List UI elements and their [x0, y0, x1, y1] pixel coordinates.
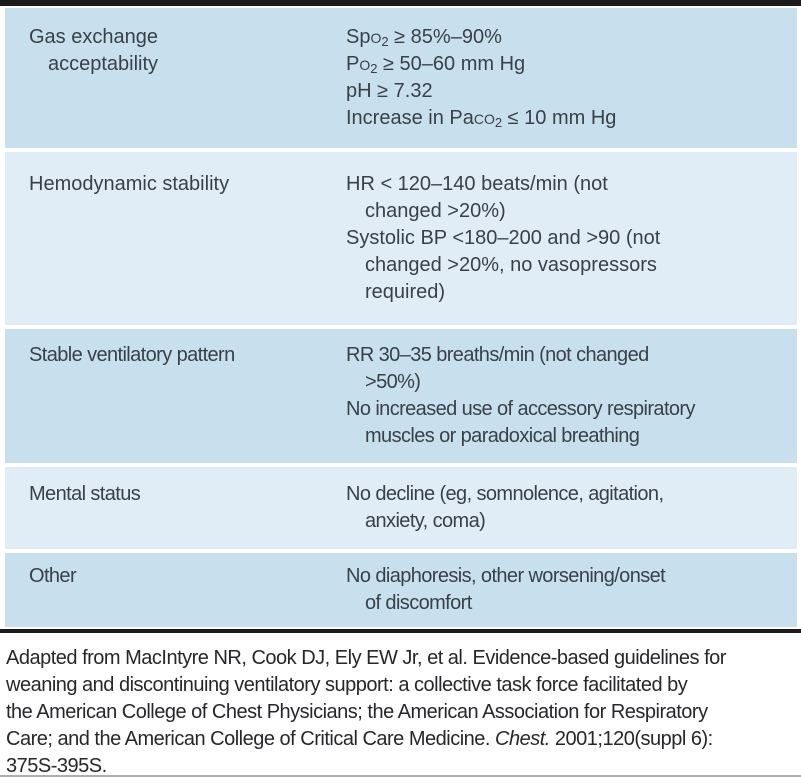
- criterion-line: changed >20%, no vasopressors: [365, 254, 657, 276]
- journal-title: Chest.: [495, 728, 550, 750]
- criterion-line: changed >20%): [365, 200, 506, 222]
- row-label: Gas exchange acceptability: [29, 24, 346, 132]
- criterion-line: muscles or paradoxical breathing: [365, 425, 640, 447]
- top-rule: [0, 0, 801, 6]
- footnote-line: Care; and the American College of Critic…: [6, 728, 713, 750]
- criterion-line: No decline (eg, somnolence, agitation,: [346, 483, 664, 505]
- criterion-line: >50%): [365, 371, 421, 393]
- row-criteria: No decline (eg, somnolence, agitation, a…: [346, 481, 787, 535]
- section-divider-rule: [0, 629, 801, 633]
- criterion-line: of discomfort: [365, 592, 472, 614]
- criterion-line: No increased use of accessory respirator…: [346, 398, 696, 420]
- row-label-line: Hemodynamic stability: [29, 173, 230, 195]
- row-label: Mental status: [29, 481, 346, 535]
- row-label: Hemodynamic stability: [29, 171, 346, 306]
- criterion-line: RR 30–35 breaths/min (not changed: [346, 344, 649, 366]
- table-row-mental-status: Mental status No decline (eg, somnolence…: [5, 467, 797, 549]
- row-label: Other: [29, 563, 346, 617]
- criterion-line: HR < 120–140 beats/min (not: [346, 173, 608, 195]
- criterion-line: Increase in Paco2 ≤ 10 mm Hg: [346, 107, 617, 130]
- row-criteria: Spo2 ≥ 85%–90% Po2 ≥ 50–60 mm Hg pH ≥ 7.…: [346, 24, 787, 132]
- criterion-line: Spo2 ≥ 85%–90%: [346, 26, 502, 49]
- criterion-line: anxiety, coma): [365, 510, 486, 532]
- row-label-line: acceptability: [48, 53, 159, 75]
- row-label: Stable ventilatory pattern: [29, 342, 346, 450]
- footnote-line: 375S-395S.: [6, 755, 107, 777]
- row-label-line: Other: [29, 565, 77, 587]
- table-row-ventilatory-pattern: Stable ventilatory pattern RR 30–35 brea…: [5, 329, 797, 463]
- criterion-line: No diaphoresis, other worsening/onset: [346, 565, 666, 587]
- table-row-hemodynamic: Hemodynamic stability HR < 120–140 beats…: [5, 152, 797, 325]
- bottom-rule: [0, 775, 801, 777]
- row-label-line: Gas exchange: [29, 26, 158, 48]
- criterion-line: required): [365, 281, 446, 303]
- row-criteria: No diaphoresis, other worsening/onset of…: [346, 563, 787, 617]
- footnote-line: weaning and discontinuing ventilatory su…: [6, 674, 688, 696]
- criterion-line: Po2 ≥ 50–60 mm Hg: [346, 53, 526, 76]
- table-row-other: Other No diaphoresis, other worsening/on…: [5, 553, 797, 627]
- footnote: Adapted from MacIntyre NR, Cook DJ, Ely …: [6, 645, 801, 780]
- criteria-table: Gas exchange acceptability Spo2 ≥ 85%–90…: [0, 8, 801, 627]
- criterion-line: Systolic BP <180–200 and >90 (not: [346, 227, 661, 249]
- criterion-line: pH ≥ 7.32: [346, 80, 433, 102]
- row-label-line: Stable ventilatory pattern: [29, 344, 235, 366]
- footnote-line: the American College of Chest Physicians…: [6, 701, 708, 723]
- row-label-line: Mental status: [29, 483, 141, 505]
- row-criteria: RR 30–35 breaths/min (not changed >50%) …: [346, 342, 787, 450]
- row-criteria: HR < 120–140 beats/min (not changed >20%…: [346, 171, 787, 306]
- footnote-line: Adapted from MacIntyre NR, Cook DJ, Ely …: [6, 647, 726, 669]
- table-row-gas-exchange: Gas exchange acceptability Spo2 ≥ 85%–90…: [5, 8, 797, 148]
